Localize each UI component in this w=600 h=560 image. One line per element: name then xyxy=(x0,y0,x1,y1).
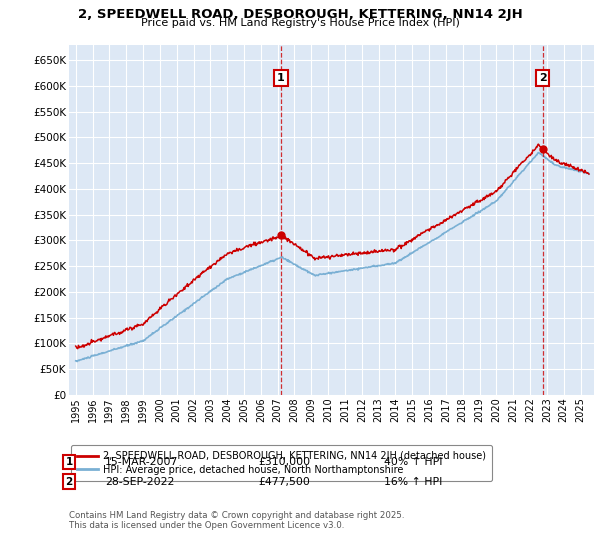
Legend: 2, SPEEDWELL ROAD, DESBOROUGH, KETTERING, NN14 2JH (detached house), HPI: Averag: 2, SPEEDWELL ROAD, DESBOROUGH, KETTERING… xyxy=(71,445,492,480)
Text: Price paid vs. HM Land Registry's House Price Index (HPI): Price paid vs. HM Land Registry's House … xyxy=(140,18,460,29)
Text: 28-SEP-2022: 28-SEP-2022 xyxy=(105,477,175,487)
Text: 16% ↑ HPI: 16% ↑ HPI xyxy=(384,477,442,487)
Text: Contains HM Land Registry data © Crown copyright and database right 2025.
This d: Contains HM Land Registry data © Crown c… xyxy=(69,511,404,530)
Text: 2: 2 xyxy=(539,73,547,83)
Text: 2: 2 xyxy=(65,477,73,487)
Text: 1: 1 xyxy=(277,73,285,83)
Text: 1: 1 xyxy=(65,457,73,467)
Text: £477,500: £477,500 xyxy=(258,477,310,487)
Text: 40% ↑ HPI: 40% ↑ HPI xyxy=(384,457,443,467)
Text: £310,000: £310,000 xyxy=(258,457,310,467)
Text: 15-MAR-2007: 15-MAR-2007 xyxy=(105,457,178,467)
Text: 2, SPEEDWELL ROAD, DESBOROUGH, KETTERING, NN14 2JH: 2, SPEEDWELL ROAD, DESBOROUGH, KETTERING… xyxy=(77,8,523,21)
